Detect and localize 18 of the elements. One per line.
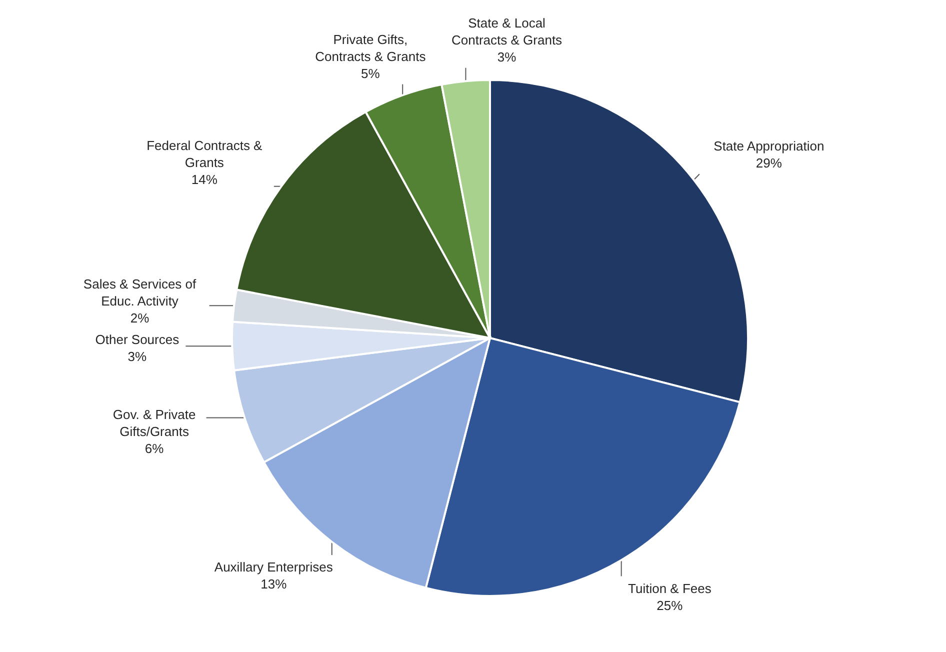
slice-label: Private Gifts, Contracts & Grants <box>315 32 426 64</box>
data-label: 13% <box>260 576 288 592</box>
data-label: 5% <box>361 66 380 81</box>
data-label: 6% <box>144 440 164 456</box>
slice-label: Gov. & Private Gifts/Grants <box>112 406 196 439</box>
slice-label: Other Sources <box>95 332 180 348</box>
slice-label: Auxillary Enterprises <box>214 560 334 575</box>
slice-label: Tuition & Fees <box>628 580 712 596</box>
data-label: 14% <box>191 172 218 187</box>
slice-label: Sales & Services of Educ. Activity <box>83 276 197 308</box>
data-label: 3% <box>128 349 148 364</box>
slice-label: Federal Contracts & Grants <box>146 138 263 170</box>
slice-label: State Appropriation <box>714 138 824 154</box>
data-label: 25% <box>656 598 684 613</box>
slice-label: State & Local Contracts & Grants <box>452 15 563 48</box>
data-label: 29% <box>756 156 782 171</box>
data-label: 2% <box>130 310 150 326</box>
data-label: 3% <box>497 49 517 64</box>
